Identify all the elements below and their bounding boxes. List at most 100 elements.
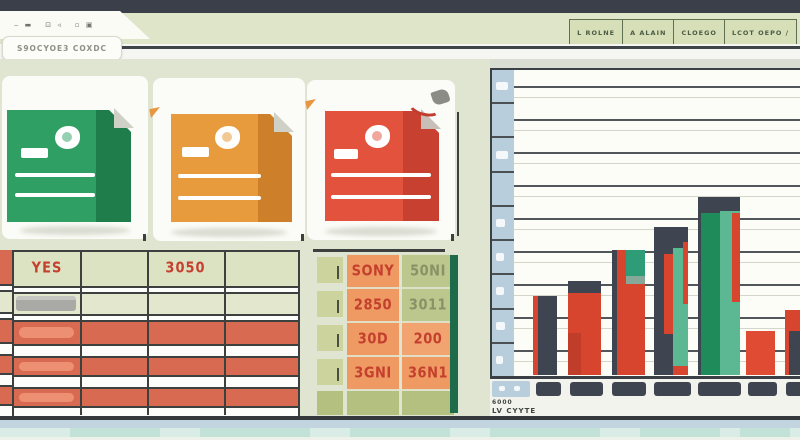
panel-cell[interactable]: SONY xyxy=(347,254,399,288)
card-text-line xyxy=(331,195,431,199)
panel-cell[interactable]: 3011 xyxy=(402,288,454,322)
window-title-bar xyxy=(0,0,800,13)
chart-bar-2 xyxy=(568,281,601,375)
menu-item-2[interactable]: A ALAIN xyxy=(622,19,674,46)
y-axis-tick-cell xyxy=(492,104,514,139)
card-label-chip xyxy=(334,149,358,159)
orange-card-container[interactable] xyxy=(153,78,305,241)
card-fold-corner xyxy=(274,112,294,132)
table-row[interactable] xyxy=(14,322,298,346)
card-fold-corner xyxy=(421,109,441,129)
card-text-line xyxy=(15,173,95,177)
menu-item-3[interactable]: CLOEGO xyxy=(673,19,724,46)
x-axis-label-chip xyxy=(536,382,561,396)
gridline-strong xyxy=(514,152,800,154)
panel-scrollbar[interactable] xyxy=(450,255,458,413)
card-shadow xyxy=(19,226,131,235)
panel-cell[interactable]: 200 xyxy=(402,322,454,356)
gridline-light xyxy=(514,196,800,197)
panel-cell[interactable]: 36N1 xyxy=(402,356,454,390)
panel-tick-cell[interactable] xyxy=(317,291,343,317)
menu-strip: L ROLNE A ALAIN CLOEGO LCOT OEPO / xyxy=(569,19,797,46)
panel-tick-cell[interactable] xyxy=(317,257,343,283)
taskbar-strip xyxy=(0,428,800,437)
chart-footer-line2: LV CYYTE xyxy=(492,406,537,415)
card-fold-corner xyxy=(114,108,134,128)
orange-document-card[interactable] xyxy=(171,114,292,222)
y-axis-tick-cell xyxy=(492,275,514,310)
gridline-strong xyxy=(514,86,800,88)
active-tab-label[interactable]: S9OCYOE3 COXDC xyxy=(2,36,122,61)
chart-y-axis xyxy=(492,70,514,376)
table-header-cell: YES xyxy=(31,259,63,278)
corner-tick xyxy=(451,234,454,241)
card-shadow xyxy=(171,228,287,237)
x-axis-label-chip xyxy=(570,382,603,396)
card-label-chip xyxy=(21,148,48,158)
card-shadow xyxy=(324,227,438,236)
green-document-card[interactable] xyxy=(7,110,131,222)
card-label-chip xyxy=(182,147,209,157)
table-row[interactable] xyxy=(14,389,298,408)
chart-bar-3 xyxy=(612,250,645,375)
chart-bar-6 xyxy=(746,331,775,375)
gridline-light xyxy=(514,97,800,98)
tab-dash-icon: ‒ ▬ xyxy=(14,21,34,29)
green-card-container[interactable] xyxy=(2,76,148,239)
panel-cell[interactable]: 30D xyxy=(347,322,399,356)
y-axis-tick-cell xyxy=(492,138,514,173)
panel-cell[interactable]: 2850 xyxy=(347,288,399,322)
card-text-line xyxy=(178,174,261,178)
x-axis-label-chip xyxy=(698,382,741,396)
panel-bottom-cell xyxy=(317,391,343,415)
corner-tick xyxy=(301,234,304,241)
y-axis-tick-cell xyxy=(492,241,514,276)
corner-tick xyxy=(143,234,146,241)
x-axis-label-chip xyxy=(612,382,646,396)
y-axis-tick-cell xyxy=(492,310,514,344)
x-axis-label-chip xyxy=(748,382,777,396)
number-panel: SONY 50NI 2850 3011 30D 200 3GNI 36N1 xyxy=(313,249,458,417)
chart-x-axis xyxy=(514,382,800,399)
card-text-line xyxy=(331,173,431,177)
chart-origin-cell xyxy=(492,381,530,397)
panel-tick-cell[interactable] xyxy=(317,359,343,385)
toolbar-strip xyxy=(0,44,800,59)
table-header-row[interactable]: YES 3050 xyxy=(14,252,298,288)
panel-tick-cell[interactable] xyxy=(317,325,343,351)
data-table: YES 3050 xyxy=(12,250,300,417)
panel-bottom-cell xyxy=(347,391,399,415)
card-dark-side xyxy=(403,111,439,221)
toolbar-underline xyxy=(88,46,800,49)
chart-bar-7 xyxy=(785,310,800,375)
panel-cell[interactable]: 3GNI xyxy=(347,356,399,390)
table-column-line xyxy=(80,252,82,415)
y-axis-tick-cell xyxy=(492,207,514,242)
red-document-card[interactable] xyxy=(325,111,439,221)
table-row[interactable] xyxy=(14,294,298,316)
pin-line-decoration xyxy=(457,112,459,236)
green-card-logo-icon xyxy=(55,126,80,149)
chart-bar-5 xyxy=(698,197,740,375)
menu-item-4[interactable]: LCOT OEPO / xyxy=(723,19,797,46)
y-axis-tick-cell xyxy=(492,173,514,207)
table-gap xyxy=(14,377,298,389)
table-column-line xyxy=(224,252,226,415)
bottom-edge xyxy=(0,437,800,440)
browser-tab[interactable]: ‒ ▬ ⊡ ◃ ▫ ▣ xyxy=(0,11,150,39)
table-edge-column xyxy=(0,250,12,417)
card-text-line xyxy=(178,196,261,200)
card-dark-side xyxy=(96,110,131,222)
menu-item-1[interactable]: L ROLNE xyxy=(569,19,623,46)
panel-cell[interactable]: 50NI xyxy=(402,254,454,288)
chart-footer-line1: 6000 xyxy=(492,399,513,406)
bar-chart-panel xyxy=(490,68,800,379)
table-row[interactable] xyxy=(14,358,298,377)
gridline-strong xyxy=(514,119,800,121)
selected-cell-box[interactable] xyxy=(16,296,76,311)
y-axis-tick-cell xyxy=(492,344,514,376)
red-card-container[interactable] xyxy=(307,80,455,240)
orange-card-logo-icon xyxy=(215,126,240,149)
card-text-line xyxy=(15,193,95,197)
